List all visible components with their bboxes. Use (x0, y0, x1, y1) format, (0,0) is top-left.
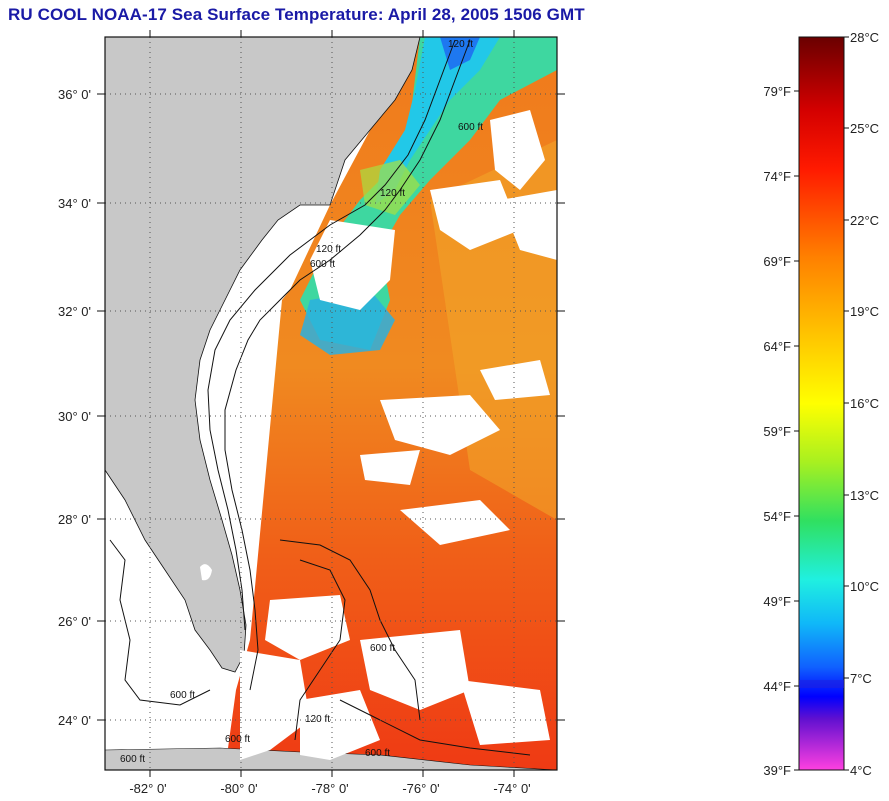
latitude-label: 26° 0' (58, 614, 91, 629)
longitude-labels: -82° 0' -80° 0' -78° 0' -76° 0' -74° 0' (129, 781, 530, 796)
contour-label: 600 ft (170, 690, 195, 701)
cool-water-patch-lime (360, 160, 420, 215)
latitude-label: 30° 0' (58, 409, 91, 424)
colorbar (798, 36, 845, 771)
map-canvas: 120 ft 600 ft 120 ft 600 ft 120 ft 600 f… (105, 37, 557, 770)
latitude-label: 28° 0' (58, 512, 91, 527)
longitude-label: -78° 0' (311, 781, 348, 796)
colorbar-f-label: 59°F (763, 424, 791, 439)
longitude-label: -74° 0' (493, 781, 530, 796)
colorbar-f-label: 44°F (763, 679, 791, 694)
colorbar-f-label: 54°F (763, 509, 791, 524)
colorbar-c-label: 10°C (850, 579, 879, 594)
colorbar-celsius-labels: 28°C 25°C 22°C 19°C 16°C 13°C 10°C 7°C 4… (850, 30, 879, 778)
map-title: RU COOL NOAA-17 Sea Surface Temperature:… (8, 5, 585, 24)
colorbar-f-label: 69°F (763, 254, 791, 269)
colorbar-c-label: 25°C (850, 121, 879, 136)
contour-label: 600 ft (225, 734, 250, 745)
bathymetry-contours (109, 39, 531, 756)
colorbar-ticks (794, 36, 849, 771)
contour-label: 600 ft (120, 754, 145, 765)
contour-label: 600 ft (310, 259, 335, 270)
cold-shelf-water-cyan (375, 37, 500, 205)
colorbar-f-label: 64°F (763, 339, 791, 354)
land-mainland (105, 37, 421, 673)
graticule (105, 37, 557, 770)
map-frame (104, 36, 558, 771)
colorbar-f-label: 79°F (763, 84, 791, 99)
contour-label: 120 ft (305, 714, 330, 725)
contour-label: 600 ft (370, 643, 395, 654)
contour-label: 600 ft (365, 748, 390, 759)
colorbar-fahrenheit-labels: 79°F 74°F 69°F 64°F 59°F 54°F 49°F 44°F … (763, 84, 791, 778)
longitude-label: -76° 0' (402, 781, 439, 796)
latitude-label: 34° 0' (58, 196, 91, 211)
map-tick-marks (97, 30, 565, 777)
contour-label: 120 ft (448, 39, 473, 50)
colorbar-c-label: 7°C (850, 671, 872, 686)
colorbar-c-label: 4°C (850, 763, 872, 778)
latitude-label: 32° 0' (58, 304, 91, 319)
lake-okeechobee (200, 564, 212, 581)
contour-label: 600 ft (458, 122, 483, 133)
latitude-labels: 36° 0' 34° 0' 32° 0' 30° 0' 28° 0' 26° 0… (58, 87, 91, 728)
cold-water-patch-blue (440, 37, 480, 70)
contour-labels: 120 ft 600 ft 120 ft 600 ft 120 ft 600 f… (120, 39, 483, 765)
cold-water-patch-cyan (300, 290, 395, 355)
contour-label: 120 ft (316, 244, 341, 255)
latitude-label: 24° 0' (58, 713, 91, 728)
colorbar-c-label: 22°C (850, 213, 879, 228)
contour-label: 120 ft (380, 188, 405, 199)
colorbar-c-label: 16°C (850, 396, 879, 411)
colorbar-c-label: 13°C (850, 488, 879, 503)
longitude-label: -80° 0' (220, 781, 257, 796)
colorbar-f-label: 39°F (763, 763, 791, 778)
colorbar-f-label: 49°F (763, 594, 791, 609)
colorbar-f-label: 74°F (763, 169, 791, 184)
latitude-label: 36° 0' (58, 87, 91, 102)
colorbar-c-label: 28°C (850, 30, 879, 45)
colorbar-blue-band (799, 680, 844, 688)
colorbar-c-label: 19°C (850, 304, 879, 319)
longitude-label: -82° 0' (129, 781, 166, 796)
